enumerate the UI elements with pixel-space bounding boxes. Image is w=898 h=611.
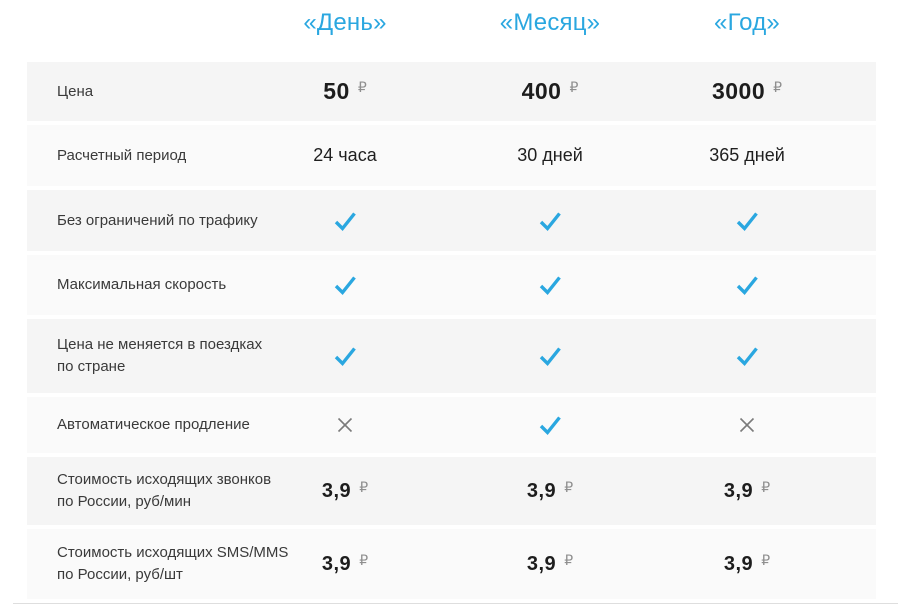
check-icon	[539, 211, 562, 230]
row-label: Расчетный период	[57, 146, 187, 164]
price-cell: 3,9 ₽	[243, 551, 447, 576]
ruble-sign: ₽	[773, 79, 783, 95]
text-cell: 365 дней	[653, 145, 841, 166]
check-icon	[736, 346, 759, 366]
row-label: Цена не меняется в поездках по стране	[27, 334, 262, 378]
mark-cell	[653, 415, 841, 435]
row-label-line: Стоимость исходящих звонков	[57, 471, 272, 489]
row-label: Без ограничений по трафику	[57, 211, 258, 229]
period-value: 30 дней	[517, 145, 583, 165]
ruble-sign: ₽	[359, 478, 369, 495]
price-cell: 3,9 ₽	[653, 551, 841, 576]
period-value: 365 дней	[709, 145, 785, 165]
price-value: 3000	[711, 78, 766, 104]
text-cell: 30 дней	[447, 145, 653, 166]
table-row: Без ограничений по трафику	[27, 190, 876, 251]
table-row: Автоматическое продление	[27, 397, 876, 453]
row-label: Стоимость исходящих звонков по России, р…	[27, 469, 271, 513]
check-icon	[736, 211, 759, 230]
mark-cell	[447, 414, 653, 436]
table-header: «День» «Месяц» «Год»	[27, 0, 876, 62]
mark-cell	[243, 210, 447, 232]
check-icon	[539, 415, 562, 435]
row-label-line: Стоимость исходящих SMS/MMS	[57, 544, 289, 562]
table-row: Стоимость исходящих звонков по России, р…	[27, 457, 876, 525]
period-value: 24 часа	[313, 145, 377, 165]
row-label-line: Цена не меняется в поездках	[57, 336, 263, 354]
mark-cell	[653, 345, 841, 367]
ruble-sign: ₽	[564, 478, 574, 495]
table-row: Расчетный период 24 часа 30 дней 365 дне…	[27, 125, 876, 186]
ruble-sign: ₽	[761, 551, 771, 568]
cross-icon	[337, 417, 353, 433]
header-spacer	[27, 0, 243, 9]
text-cell: 24 часа	[243, 145, 447, 166]
table-row: Максимальная скорость	[27, 255, 876, 315]
row-label-line: по России, руб/мин	[57, 493, 191, 510]
price-value: 3,9	[526, 552, 557, 575]
mark-cell	[653, 210, 841, 232]
price-value: 50	[323, 78, 350, 104]
tab-tariff-month[interactable]: «Месяц»	[499, 9, 601, 36]
mark-cell	[653, 274, 841, 296]
mark-cell	[447, 210, 653, 232]
mark-cell	[243, 274, 447, 296]
price-value: 3,9	[526, 479, 557, 502]
table-row: Стоимость исходящих SMS/MMS по России, р…	[27, 529, 876, 599]
mark-cell	[243, 345, 447, 367]
check-icon	[334, 211, 357, 230]
price-value: 3,9	[723, 552, 754, 575]
table-row: Цена не меняется в поездках по стране	[27, 319, 876, 393]
mark-cell	[447, 274, 653, 296]
price-value: 3,9	[321, 479, 352, 502]
ruble-sign: ₽	[564, 551, 574, 568]
row-label: Максимальная скорость	[57, 276, 227, 294]
row-label: Цена	[57, 82, 94, 100]
tab-tariff-day[interactable]: «День»	[303, 9, 387, 36]
row-label: Стоимость исходящих SMS/MMS по России, р…	[27, 542, 288, 586]
price-value: 3,9	[321, 552, 352, 575]
price-cell: 400 ₽	[447, 78, 653, 105]
tab-tariff-year[interactable]: «Год»	[714, 9, 780, 36]
table-row: Цена 50 ₽ 400 ₽ 3000 ₽	[27, 62, 876, 121]
price-cell: 50 ₽	[243, 78, 447, 105]
ruble-sign: ₽	[357, 79, 367, 95]
check-icon	[334, 275, 357, 295]
ruble-sign: ₽	[761, 478, 771, 495]
price-cell: 3,9 ₽	[447, 551, 653, 576]
ruble-sign: ₽	[359, 551, 369, 568]
check-icon	[736, 275, 759, 295]
price-value: 400	[521, 78, 562, 104]
price-cell: 3,9 ₽	[243, 478, 447, 503]
price-cell: 3,9 ₽	[653, 478, 841, 503]
row-label-line: по стране	[57, 358, 126, 375]
check-icon	[539, 275, 562, 295]
check-icon	[539, 346, 562, 366]
section-divider	[13, 603, 898, 604]
check-icon	[334, 346, 357, 366]
mark-cell	[243, 415, 447, 435]
row-label: Автоматическое продление	[57, 416, 250, 434]
cross-icon	[739, 417, 755, 433]
price-cell: 3,9 ₽	[447, 478, 653, 503]
ruble-sign: ₽	[569, 79, 579, 95]
price-cell: 3000 ₽	[653, 78, 841, 105]
row-label-line: по России, руб/шт	[57, 566, 183, 583]
mark-cell	[447, 345, 653, 367]
price-value: 3,9	[723, 479, 754, 502]
